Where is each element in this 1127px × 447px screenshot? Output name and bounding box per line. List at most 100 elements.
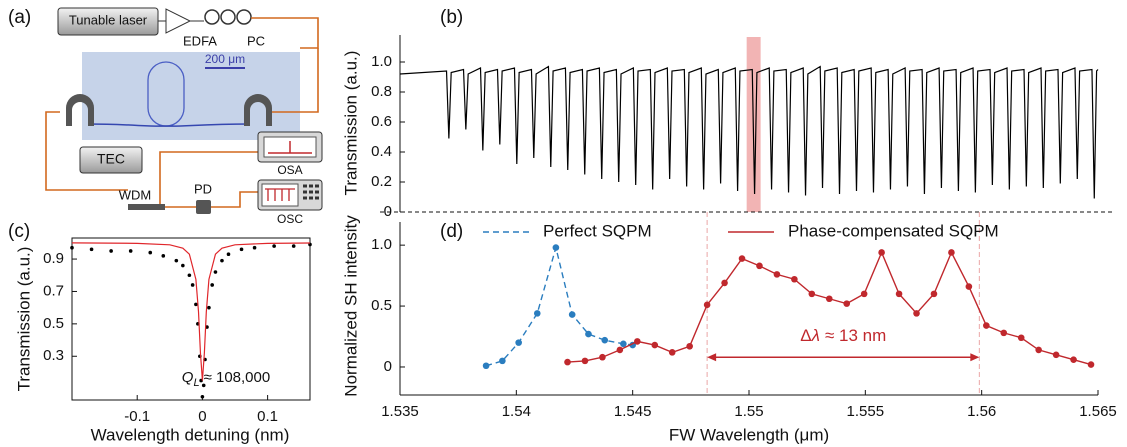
data-point <box>860 290 868 298</box>
y-axis-title: Transmission (a.u.) <box>341 51 360 196</box>
x-tick-label: 1.555 <box>847 403 885 420</box>
osc-trace <box>265 188 295 201</box>
data-point <box>1087 361 1095 368</box>
wdm-icon <box>128 204 165 210</box>
data-point <box>109 249 113 253</box>
data-point <box>70 245 74 250</box>
pd-icon <box>196 200 211 214</box>
y-tick-label: 1.0 <box>371 236 392 253</box>
y-tick-label: 0 <box>384 203 392 220</box>
tec-box <box>79 146 143 174</box>
pd-label: PD <box>194 181 212 196</box>
x-axis-title: Wavelength detuning (nm) <box>91 425 290 444</box>
panel-label: (a) <box>8 7 31 28</box>
data-point <box>686 342 693 350</box>
data-point <box>220 258 224 263</box>
data-point <box>499 357 506 365</box>
x-tick-label: 0 <box>198 408 206 425</box>
x-tick-label: 1.56 <box>967 403 996 420</box>
chip-image <box>82 52 300 140</box>
data-point <box>581 357 589 365</box>
y-tick-label: 1.0 <box>371 53 392 70</box>
data-point <box>634 338 641 345</box>
fiber <box>272 48 319 113</box>
data-point <box>1070 356 1077 363</box>
data-point <box>913 310 920 317</box>
panel-label: (d) <box>440 221 463 242</box>
data-point <box>843 300 851 307</box>
data-point <box>181 263 185 268</box>
panel-label: (b) <box>440 7 463 28</box>
data-point <box>568 311 576 318</box>
data-point <box>651 341 659 349</box>
panel-label: (c) <box>8 221 30 242</box>
data-point <box>703 301 711 309</box>
data-point <box>1052 351 1060 359</box>
series-line <box>71 242 311 381</box>
data-point <box>791 275 798 283</box>
data-point <box>291 244 296 248</box>
fiber-holder <box>244 94 272 126</box>
data-point <box>213 270 218 274</box>
pc-loop <box>236 9 252 25</box>
data-point <box>161 254 166 258</box>
y-tick-label: 0.8 <box>371 83 392 100</box>
data-point <box>187 273 192 278</box>
y-tick-label: 0.5 <box>43 315 64 332</box>
data-point <box>878 249 885 256</box>
range-symbol: λ <box>811 327 820 346</box>
data-point <box>89 247 94 252</box>
data-point <box>756 262 763 270</box>
y-tick-label: 0.9 <box>43 250 64 267</box>
arrow-head <box>707 353 717 362</box>
fiber-holder <box>66 94 94 126</box>
data-point <box>226 252 231 256</box>
osa-trace <box>268 141 312 154</box>
data-point <box>668 349 676 356</box>
data-point <box>201 383 206 388</box>
y-tick-label: 0.5 <box>371 297 392 314</box>
data-point <box>515 339 522 346</box>
data-point <box>252 245 257 250</box>
data-point <box>239 247 244 252</box>
y-tick-label: 0.7 <box>43 282 64 299</box>
data-point <box>482 362 490 370</box>
data-point <box>930 290 938 298</box>
y-axis-title: Transmission (a.u.) <box>14 247 33 392</box>
y-tick-label: 0 <box>384 358 392 375</box>
data-point <box>599 353 606 361</box>
osc-buttons <box>303 184 319 200</box>
fiber <box>45 17 319 208</box>
data-point <box>616 346 624 354</box>
scale-label: 200 μm <box>205 52 245 66</box>
y-tick-label: 0.4 <box>371 143 392 160</box>
range-delta: Δ <box>800 327 811 346</box>
edfa-label: EDFA <box>183 33 217 48</box>
data-point <box>965 283 973 290</box>
x-tick-label: 1.545 <box>614 403 652 420</box>
pc-loop <box>220 9 236 25</box>
x-tick-label: 1.54 <box>502 403 531 420</box>
laser-label: Tunable laser <box>69 12 148 27</box>
data-point <box>773 271 781 278</box>
data-point <box>895 290 903 298</box>
q-annotation: QL ≈ 108,000 <box>182 369 270 389</box>
data-point <box>948 249 955 256</box>
plot-frame <box>71 237 311 401</box>
y-axis-title: Normalized SH intensity <box>341 215 360 397</box>
x-axis-title: FW Wavelength (μm) <box>669 425 829 444</box>
series-line <box>567 250 1092 366</box>
data-point <box>983 322 990 329</box>
data-point <box>1017 334 1025 342</box>
x-tick-label: 1.535 <box>381 403 419 420</box>
legend-label: Phase-compensated SQPM <box>788 221 999 240</box>
bus-waveguide <box>87 123 251 127</box>
range-text: ≈ 13 nm <box>825 327 886 346</box>
y-tick-label: 0.2 <box>371 173 392 190</box>
data-point <box>210 283 214 287</box>
pc-loop <box>204 9 220 25</box>
data-point <box>620 340 627 348</box>
data-point <box>1000 329 1008 337</box>
x-tick-label: 0.1 <box>257 408 278 425</box>
data-point <box>148 250 153 255</box>
